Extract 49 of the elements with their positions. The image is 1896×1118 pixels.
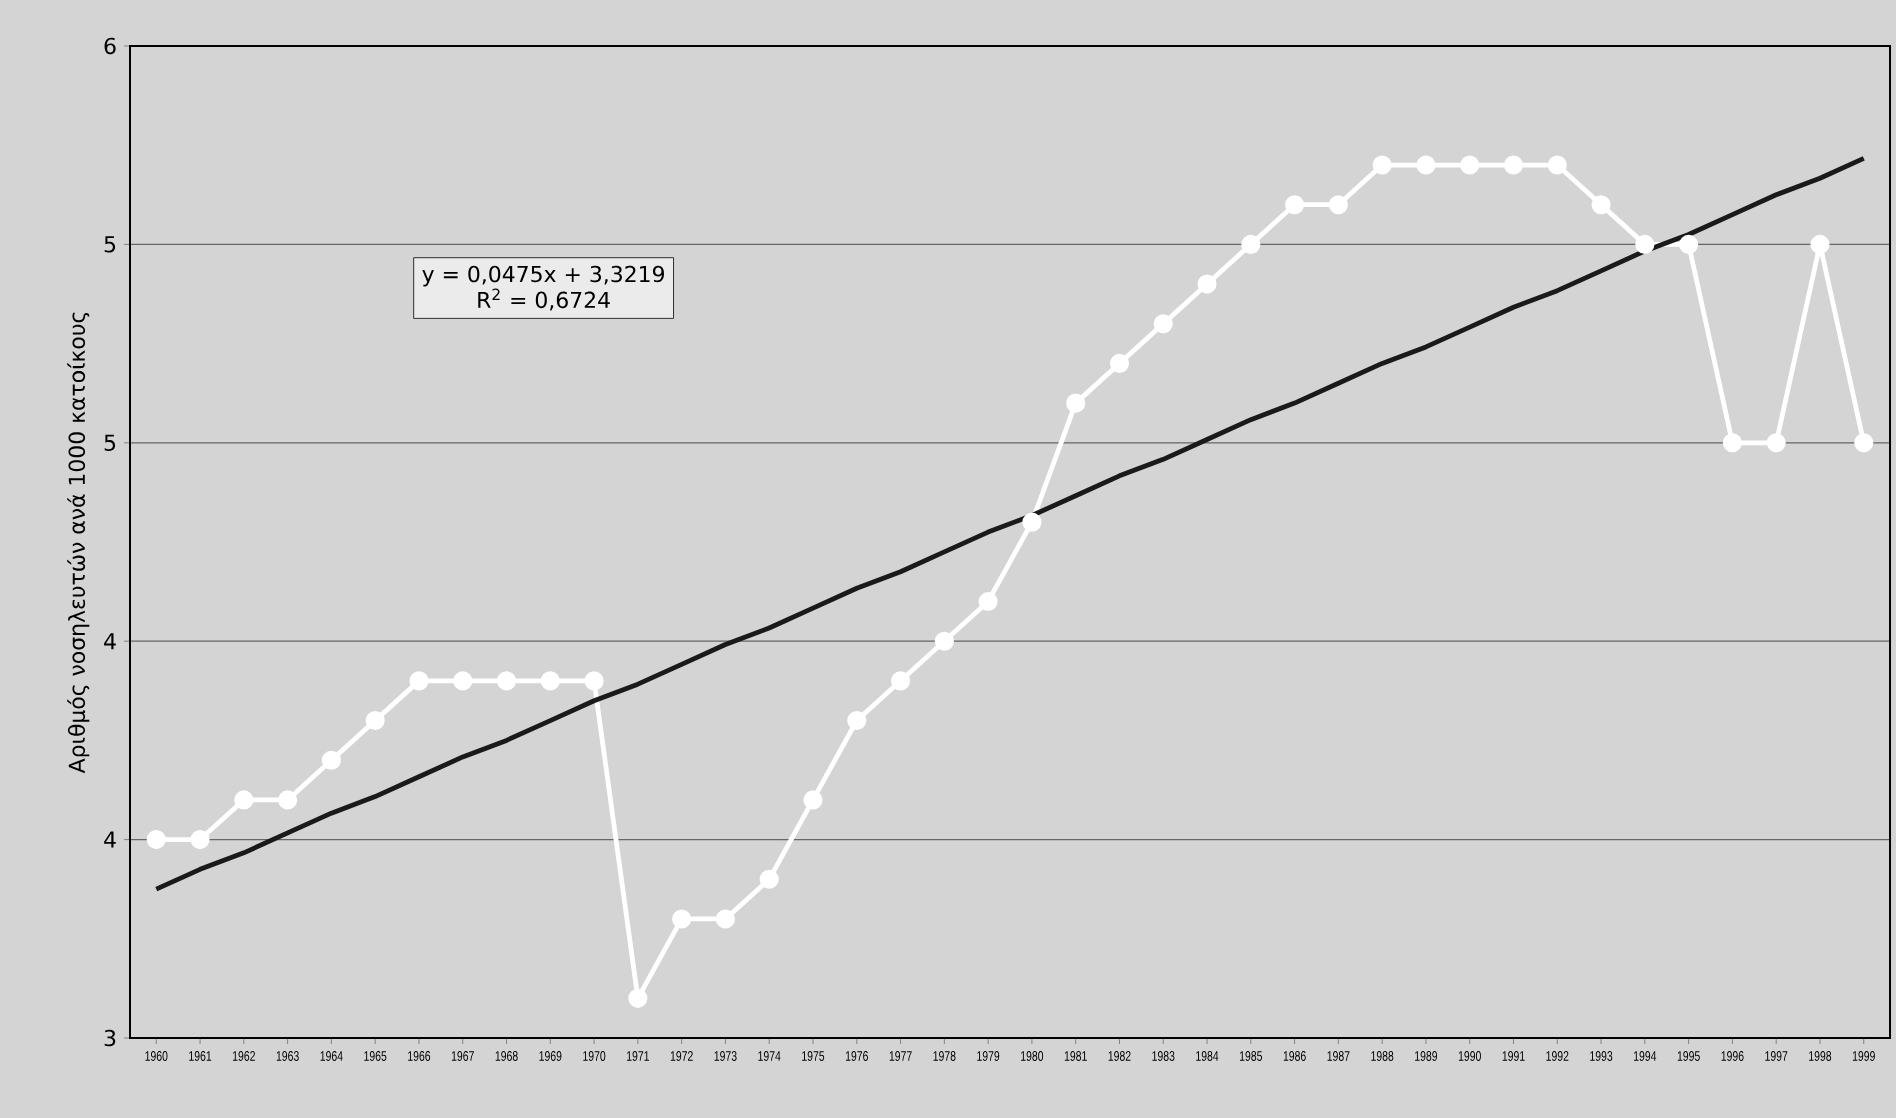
point: [934, 631, 954, 651]
point: [1547, 155, 1567, 175]
point: [1854, 433, 1874, 453]
point: [1066, 393, 1086, 413]
point: [803, 790, 823, 810]
y-tick-label: 4: [104, 633, 116, 650]
point: [847, 710, 867, 731]
point: [365, 710, 385, 731]
point: [496, 671, 517, 691]
point: [672, 909, 692, 929]
point: [278, 790, 298, 810]
point: [628, 988, 648, 1008]
point: [1153, 314, 1173, 334]
y-tick-label: 3: [104, 1029, 116, 1047]
point: [1810, 234, 1830, 254]
point: [1197, 274, 1217, 294]
point: [1503, 155, 1524, 175]
point: [1328, 195, 1348, 215]
point: [584, 671, 604, 691]
point: [1460, 155, 1480, 175]
point: [1722, 433, 1742, 453]
point: [1022, 512, 1042, 532]
y-tick-label: 6: [104, 37, 116, 55]
point: [409, 671, 429, 691]
point: [978, 591, 998, 612]
point: [1679, 234, 1699, 254]
annotation: y = 0,0475x + 3,3219: [422, 265, 664, 287]
point: [1109, 353, 1130, 373]
point: [234, 790, 254, 810]
y-tick-label: 5: [104, 434, 116, 451]
y-tick-label: 5: [104, 236, 116, 253]
point: [1372, 155, 1392, 175]
point: [1241, 234, 1261, 254]
point: [453, 671, 473, 691]
point: [890, 671, 911, 691]
point: [759, 869, 779, 889]
y-tick-label: 4: [104, 831, 116, 848]
point: [1285, 195, 1305, 215]
point: [1591, 195, 1611, 215]
point: [1635, 234, 1655, 254]
point: [321, 750, 341, 770]
y-axis-title: Αριθμός νοσηλευτών ανά 1000 κατοίκους: [67, 312, 90, 774]
point: [146, 830, 166, 850]
annotation: R$^{2}$ = 0,6724: [478, 288, 610, 311]
point: [715, 909, 735, 929]
point: [1416, 155, 1436, 175]
point: [1766, 433, 1786, 453]
point: [190, 830, 210, 850]
point: [540, 671, 560, 691]
